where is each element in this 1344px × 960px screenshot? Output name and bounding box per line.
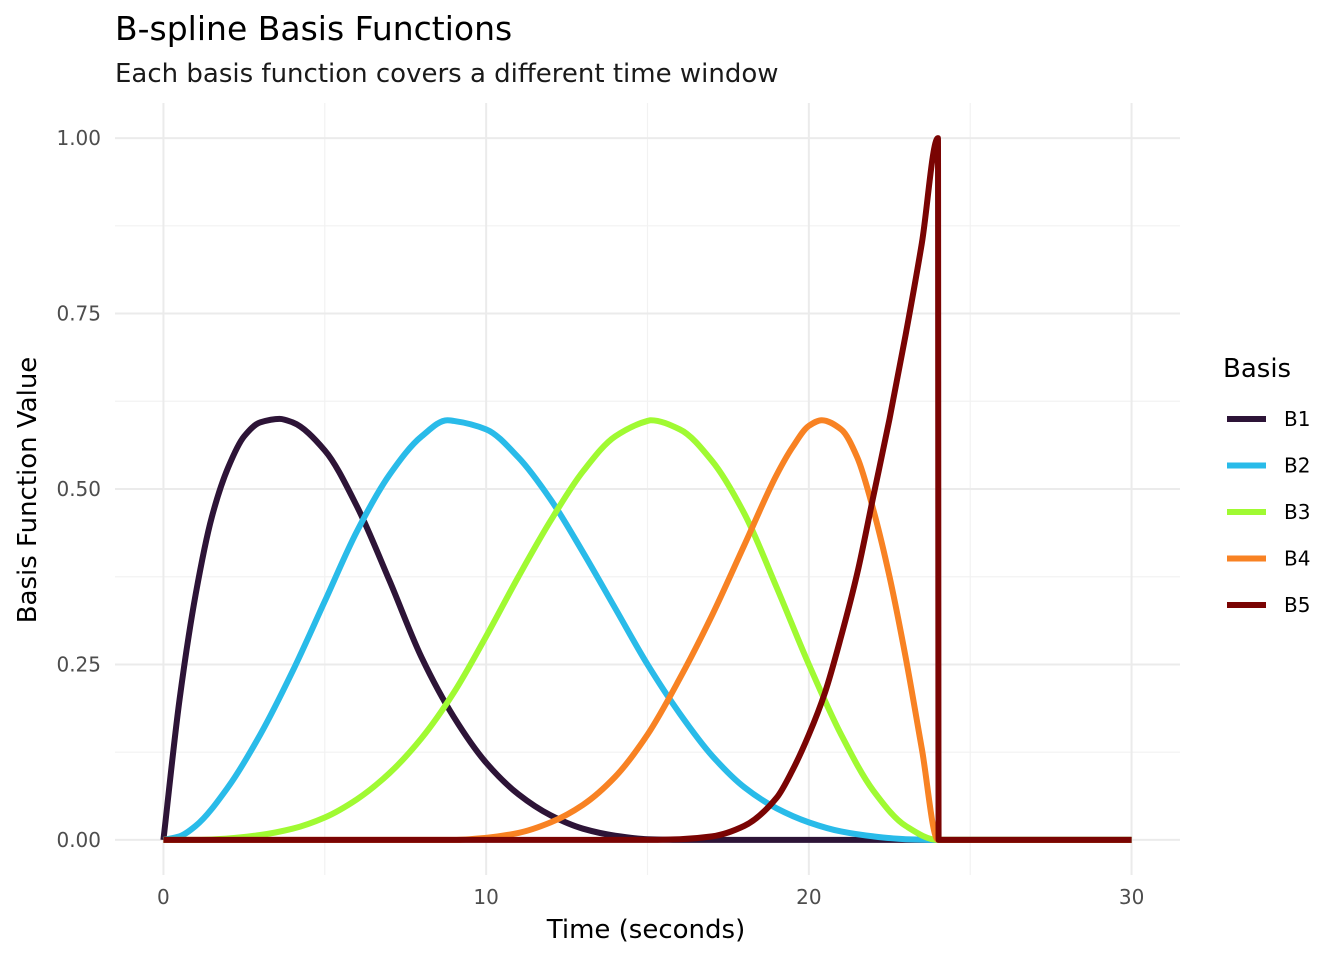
legend-label: B3 <box>1284 500 1310 524</box>
series-line-b4 <box>163 417 1132 843</box>
x-tick-label: 10 <box>473 885 498 909</box>
series-lines <box>160 135 1132 843</box>
y-axis-title: Basis Function Value <box>13 357 43 624</box>
legend-label: B1 <box>1284 407 1310 431</box>
x-tick-label: 0 <box>157 885 170 909</box>
y-tick-label: 1.00 <box>56 126 101 150</box>
x-axis-ticks: 0 10 20 30 <box>157 885 1144 909</box>
chart-subtitle: Each basis function covers a different t… <box>115 59 779 89</box>
legend-item-b4: B4 <box>1227 547 1310 571</box>
legend-label: B5 <box>1284 593 1310 617</box>
legend-label: B2 <box>1284 454 1310 478</box>
x-tick-label: 30 <box>1119 885 1144 909</box>
series-line-b5 <box>163 135 1132 843</box>
series-line-b2 <box>162 417 1132 843</box>
y-tick-label: 0.50 <box>56 477 101 501</box>
y-tick-label: 0.00 <box>56 828 101 852</box>
legend-item-b2: B2 <box>1227 454 1310 478</box>
y-tick-label: 0.25 <box>56 652 101 676</box>
x-tick-label: 20 <box>796 885 821 909</box>
minor-gridlines <box>115 103 1180 875</box>
x-axis-title: Time (seconds) <box>546 915 745 945</box>
legend-item-b5: B5 <box>1227 593 1310 617</box>
legend: Basis B1 B2 B3 B4 B5 <box>1223 354 1310 617</box>
legend-item-b1: B1 <box>1227 407 1310 431</box>
legend-item-b3: B3 <box>1227 500 1310 524</box>
chart-title: B-spline Basis Functions <box>115 9 512 48</box>
series-line-b1 <box>160 415 1132 843</box>
y-tick-label: 0.75 <box>56 302 101 326</box>
legend-title: Basis <box>1223 354 1291 384</box>
y-axis-ticks: 0.00 0.25 0.50 0.75 1.00 <box>56 126 101 852</box>
legend-label: B4 <box>1284 547 1310 571</box>
series-line-b3 <box>163 417 1132 843</box>
